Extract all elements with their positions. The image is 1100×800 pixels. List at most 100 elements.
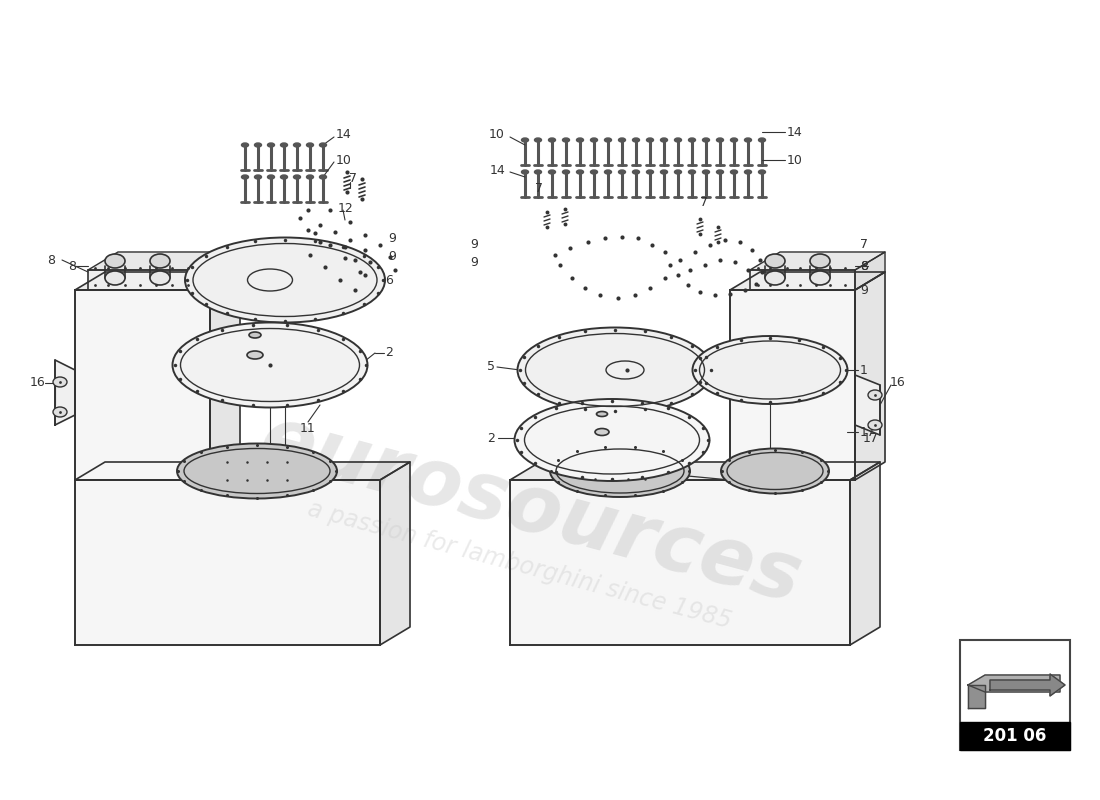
Polygon shape <box>850 462 880 645</box>
Text: 1: 1 <box>860 363 868 377</box>
Ellipse shape <box>632 170 639 174</box>
Ellipse shape <box>693 336 847 404</box>
Ellipse shape <box>294 175 300 179</box>
Text: 201 06: 201 06 <box>983 727 1047 745</box>
Text: 17: 17 <box>864 431 879 445</box>
Polygon shape <box>75 290 210 480</box>
Text: 11: 11 <box>300 422 316 434</box>
Polygon shape <box>750 252 886 270</box>
Polygon shape <box>75 272 240 290</box>
Ellipse shape <box>535 138 541 142</box>
Ellipse shape <box>810 254 830 268</box>
Polygon shape <box>75 462 410 480</box>
Ellipse shape <box>618 138 626 142</box>
Text: 4: 4 <box>244 381 252 394</box>
Text: eurosources: eurosources <box>251 400 810 620</box>
Polygon shape <box>750 270 855 290</box>
Ellipse shape <box>242 175 249 179</box>
Ellipse shape <box>605 138 612 142</box>
Polygon shape <box>855 375 880 435</box>
Ellipse shape <box>254 175 262 179</box>
Ellipse shape <box>759 170 766 174</box>
Text: 13: 13 <box>310 346 326 359</box>
Ellipse shape <box>248 351 263 359</box>
Polygon shape <box>730 290 855 480</box>
Ellipse shape <box>647 170 653 174</box>
Ellipse shape <box>521 138 528 142</box>
Text: 16: 16 <box>890 377 905 390</box>
Ellipse shape <box>576 138 583 142</box>
Polygon shape <box>968 675 1060 692</box>
Text: 17: 17 <box>860 426 876 438</box>
Ellipse shape <box>591 138 597 142</box>
Text: 7: 7 <box>860 238 868 251</box>
Ellipse shape <box>730 138 737 142</box>
Ellipse shape <box>150 271 170 285</box>
Ellipse shape <box>703 170 710 174</box>
Text: 2: 2 <box>487 431 495 445</box>
Polygon shape <box>75 480 380 645</box>
Ellipse shape <box>716 170 724 174</box>
Polygon shape <box>510 462 880 480</box>
Polygon shape <box>200 252 230 290</box>
Polygon shape <box>968 685 984 708</box>
Ellipse shape <box>177 443 337 498</box>
Ellipse shape <box>674 138 682 142</box>
Ellipse shape <box>689 138 695 142</box>
Ellipse shape <box>868 390 882 400</box>
Ellipse shape <box>319 175 327 179</box>
Text: 10: 10 <box>786 154 803 166</box>
Ellipse shape <box>759 138 766 142</box>
Ellipse shape <box>307 143 314 147</box>
Ellipse shape <box>596 411 607 417</box>
Ellipse shape <box>307 175 314 179</box>
Text: 16: 16 <box>30 377 45 390</box>
Polygon shape <box>510 480 850 645</box>
Ellipse shape <box>647 138 653 142</box>
Ellipse shape <box>576 170 583 174</box>
Text: 9: 9 <box>388 250 396 263</box>
Polygon shape <box>88 270 200 290</box>
FancyBboxPatch shape <box>960 640 1070 750</box>
Ellipse shape <box>689 170 695 174</box>
Ellipse shape <box>745 138 751 142</box>
Text: 10: 10 <box>336 154 352 166</box>
Polygon shape <box>55 360 75 425</box>
Text: 12: 12 <box>338 202 354 214</box>
Text: 9: 9 <box>388 231 396 245</box>
Text: 9: 9 <box>470 238 477 251</box>
Ellipse shape <box>319 143 327 147</box>
Text: 14: 14 <box>786 126 803 138</box>
Text: 7: 7 <box>535 182 543 194</box>
Ellipse shape <box>254 143 262 147</box>
Ellipse shape <box>104 254 125 268</box>
Text: a passion for lamborghini since 1985: a passion for lamborghini since 1985 <box>306 497 735 634</box>
Text: 8: 8 <box>860 259 868 273</box>
Text: 6: 6 <box>385 274 393 286</box>
Ellipse shape <box>242 143 249 147</box>
Ellipse shape <box>521 170 528 174</box>
Ellipse shape <box>53 377 67 387</box>
Ellipse shape <box>764 254 785 268</box>
Text: 7: 7 <box>700 195 708 209</box>
Polygon shape <box>855 272 886 480</box>
Ellipse shape <box>173 322 367 407</box>
Text: 8: 8 <box>47 254 55 266</box>
Ellipse shape <box>660 170 668 174</box>
Ellipse shape <box>618 170 626 174</box>
Text: 14: 14 <box>490 163 505 177</box>
Ellipse shape <box>517 327 713 413</box>
Text: 8: 8 <box>860 259 868 273</box>
Ellipse shape <box>810 271 830 285</box>
Ellipse shape <box>535 170 541 174</box>
Ellipse shape <box>53 407 67 417</box>
Ellipse shape <box>280 143 287 147</box>
Text: 5: 5 <box>487 361 495 374</box>
Ellipse shape <box>562 138 570 142</box>
Text: 9: 9 <box>470 255 477 269</box>
Ellipse shape <box>150 254 170 268</box>
Text: 7: 7 <box>349 173 358 186</box>
Ellipse shape <box>660 138 668 142</box>
Ellipse shape <box>868 420 882 430</box>
Ellipse shape <box>267 175 275 179</box>
